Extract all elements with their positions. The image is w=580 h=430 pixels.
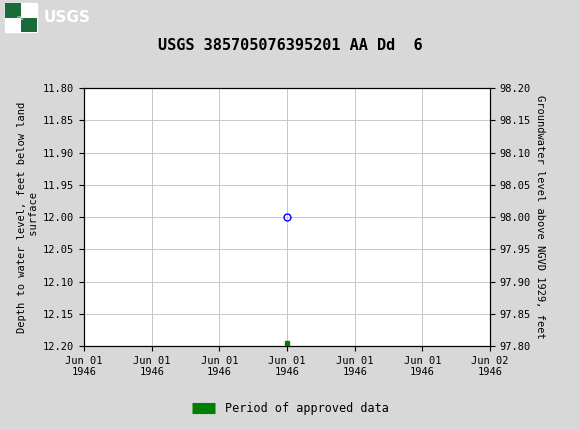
Y-axis label: Depth to water level, feet below land
 surface: Depth to water level, feet below land su… [17, 101, 39, 333]
Y-axis label: Groundwater level above NGVD 1929, feet: Groundwater level above NGVD 1929, feet [535, 95, 545, 339]
Bar [21, 18, 37, 32]
Text: USGS: USGS [44, 10, 90, 25]
Text: USGS 385705076395201 AA Dd  6: USGS 385705076395201 AA Dd 6 [158, 38, 422, 52]
FancyBboxPatch shape [5, 3, 37, 32]
Text: ≈: ≈ [16, 12, 24, 23]
Bar [5, 3, 21, 18]
Legend: Period of approved data: Period of approved data [187, 397, 393, 420]
